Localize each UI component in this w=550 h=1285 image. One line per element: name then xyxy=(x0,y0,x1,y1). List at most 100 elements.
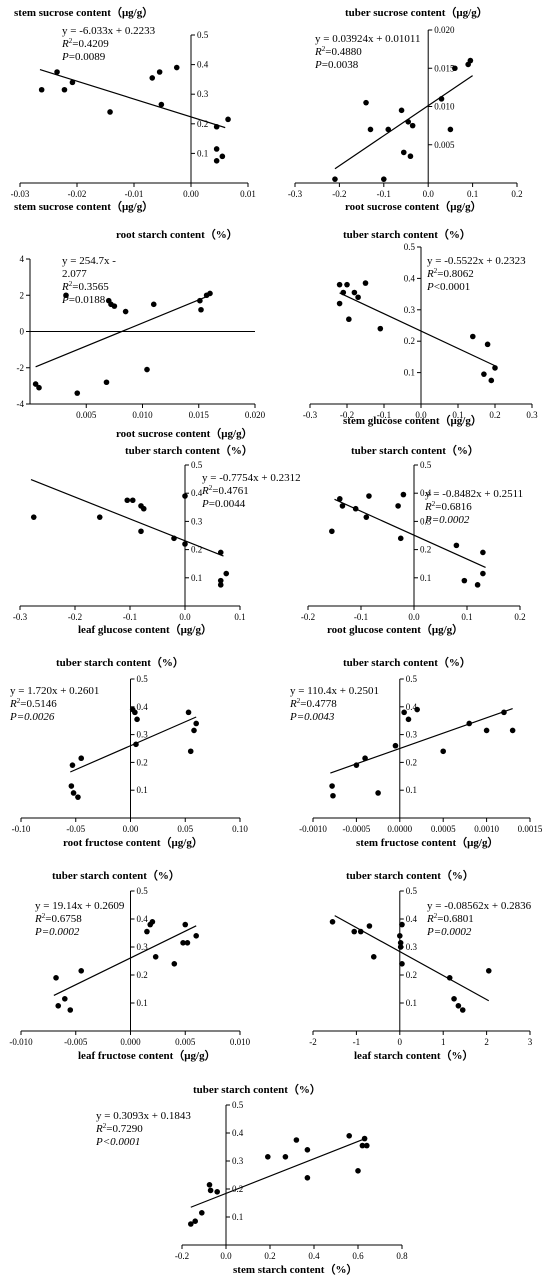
data-point xyxy=(459,1007,466,1013)
chart-panel-7: tuber starch content（%） -0.10 -0.05 0.00 0.0… xyxy=(9,656,248,849)
x-tick-label: -0.1 xyxy=(377,410,391,420)
data-point xyxy=(223,570,230,577)
data-point xyxy=(367,126,374,133)
y-tick-label: 0.1 xyxy=(406,785,417,795)
data-point xyxy=(351,289,358,296)
x-tick-label: 0.3 xyxy=(526,410,538,420)
data-point xyxy=(397,933,403,939)
data-point xyxy=(103,379,110,386)
data-point xyxy=(219,153,226,160)
p-value: P<0.0001 xyxy=(95,1136,140,1148)
chart-title: tuber starch content（%） xyxy=(52,869,180,882)
x-tick-label: 0.000 xyxy=(120,1037,141,1047)
data-point xyxy=(182,921,189,928)
y-tick-label: 0 xyxy=(20,327,25,337)
data-point xyxy=(193,933,199,939)
p-value: P=0.0044 xyxy=(201,498,246,510)
data-point xyxy=(207,1187,214,1194)
data-point xyxy=(399,961,405,967)
data-point xyxy=(357,928,364,935)
data-point xyxy=(392,742,399,749)
r-squared: R2=0.4209 xyxy=(61,37,109,50)
data-point xyxy=(213,123,220,130)
regression-equation: y = 254.7x - xyxy=(62,255,116,267)
chart-title: tuber starch content（%） xyxy=(346,869,474,882)
x-tick-label: -0.3 xyxy=(303,410,318,420)
r-squared: R2=0.8062 xyxy=(426,267,474,280)
x-tick-label: 0.1 xyxy=(452,410,463,420)
data-point xyxy=(63,292,69,299)
chart-panel-5: tuber starch content（%） -0.3 -0.2 -0.1 0.0 0.… xyxy=(13,444,301,636)
data-point xyxy=(214,1189,220,1195)
data-point xyxy=(405,716,412,723)
x-tick-label: 0.010 xyxy=(230,1037,251,1047)
p-value: P=0.0089 xyxy=(61,51,106,63)
x-tick-label: 0.020 xyxy=(245,410,266,420)
data-point xyxy=(182,493,188,499)
y-tick-label: 0.3 xyxy=(191,516,203,526)
data-point xyxy=(124,497,131,504)
y-tick-label: 0.1 xyxy=(420,573,431,583)
data-point xyxy=(156,69,163,75)
data-point xyxy=(366,493,372,499)
data-point xyxy=(355,1168,361,1174)
data-point xyxy=(213,146,220,152)
y-tick-label: 0.1 xyxy=(232,1212,243,1222)
x-tick-label: 0.05 xyxy=(177,824,193,834)
r-squared: R2=0.4761 xyxy=(201,484,249,497)
data-point xyxy=(481,371,487,377)
data-point xyxy=(329,919,336,925)
data-point xyxy=(467,57,474,64)
data-point xyxy=(78,968,85,974)
x-tick-label: -0.05 xyxy=(66,824,85,834)
data-point xyxy=(158,101,165,108)
data-point xyxy=(329,783,335,789)
data-point xyxy=(173,64,180,71)
data-point xyxy=(407,153,414,160)
p-value: P<0.0001 xyxy=(426,281,470,293)
r-squared: R2=0.4880 xyxy=(314,45,362,58)
data-point xyxy=(346,316,352,323)
y-tick-label: 0.2 xyxy=(137,970,148,980)
r-squared: R2=0.7290 xyxy=(95,1122,143,1135)
x-tick-label: -0.2 xyxy=(68,612,82,622)
data-point xyxy=(480,549,486,556)
y-tick-label: 0.5 xyxy=(404,242,416,252)
data-point xyxy=(54,69,60,75)
data-point xyxy=(395,503,401,509)
x-tick-label: 0.10 xyxy=(232,824,248,834)
data-point xyxy=(149,75,156,81)
y-tick-label: 0.3 xyxy=(197,89,209,99)
data-point xyxy=(144,928,150,935)
p-value: P=0.0002 xyxy=(426,926,472,938)
data-point xyxy=(346,1133,353,1139)
x-tick-label: -0.1 xyxy=(354,612,368,622)
y-tick-label: 0.015 xyxy=(434,63,455,73)
x-axis-label: root fructose content（μg/g） xyxy=(63,836,203,849)
x-tick-label: -0.03 xyxy=(11,189,30,199)
y-tick-label: 0.5 xyxy=(197,30,209,40)
x-tick-label: -2 xyxy=(309,1037,317,1047)
y-tick-label: 0.005 xyxy=(434,140,455,150)
data-point xyxy=(461,577,468,584)
x-axis-label: leaf glucose content（μg/g） xyxy=(78,623,212,636)
regression-line xyxy=(30,479,224,557)
data-point xyxy=(352,505,359,512)
data-point xyxy=(38,86,45,93)
y-tick-label: 0.5 xyxy=(406,886,418,896)
y-tick-label: -4 xyxy=(17,399,25,409)
data-point xyxy=(484,341,491,348)
p-value: P=0.0188 xyxy=(61,294,106,306)
data-point xyxy=(492,365,498,371)
x-axis-label: root sucrose content（μg/g） xyxy=(345,200,482,213)
data-point xyxy=(330,792,336,799)
r-squared: R2=0.4778 xyxy=(289,697,337,710)
data-point xyxy=(385,126,392,133)
y-tick-label: 0.1 xyxy=(404,368,415,378)
x-tick-label: -0.01 xyxy=(125,189,144,199)
x-tick-label: 3 xyxy=(528,1037,533,1047)
data-point xyxy=(401,709,407,716)
regression-equation: y = -0.8482x + 0.2511 xyxy=(425,488,523,500)
x-tick-label: -1 xyxy=(353,1037,361,1047)
data-point xyxy=(451,996,457,1002)
